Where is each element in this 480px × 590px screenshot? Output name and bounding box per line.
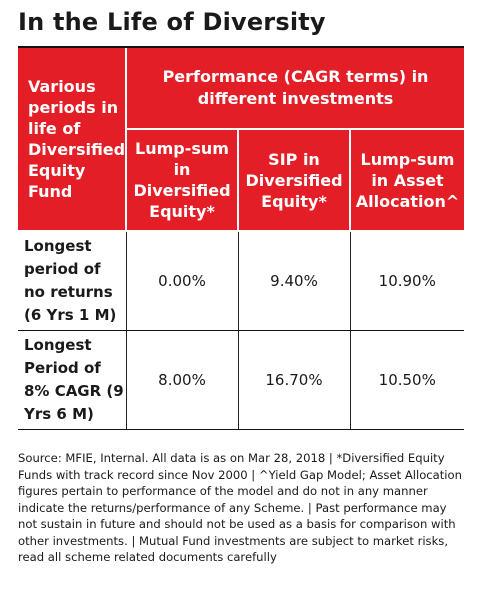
column-header-sip-equity: SIP in Diversified Equity*: [238, 129, 351, 232]
table-cell: 9.40%: [237, 231, 350, 331]
table-cell: 8.00%: [125, 330, 238, 430]
group-header: Performance (CAGR terms) in different in…: [126, 48, 465, 130]
performance-table: Various periods in life of Diversified E…: [18, 48, 465, 430]
table-row: Longest period of no returns (6 Yrs 1 M)…: [18, 231, 465, 331]
row-label: Longest Period of 8% CAGR (9 Yrs 6 M): [18, 330, 126, 430]
title-divider: [18, 46, 464, 48]
corner-header: Various periods in life of Diversified E…: [18, 48, 127, 232]
row-label: Longest period of no returns (6 Yrs 1 M): [18, 231, 126, 331]
source-note: Source: MFIE, Internal. All data is as o…: [18, 451, 462, 564]
column-header-lumpsum-equity: Lump-sum in Diversified Equity*: [126, 129, 239, 232]
page-title: In the Life of Diversity: [18, 8, 326, 36]
table-cell: 10.50%: [349, 330, 465, 430]
column-header-lumpsum-asset-allocation: Lump-sum in Asset Allocation^: [350, 129, 465, 232]
table-cell: 10.90%: [349, 231, 465, 331]
table-cell: 0.00%: [125, 231, 238, 331]
table-cell: 16.70%: [237, 330, 350, 430]
table-row: Longest Period of 8% CAGR (9 Yrs 6 M) 8.…: [18, 330, 465, 430]
